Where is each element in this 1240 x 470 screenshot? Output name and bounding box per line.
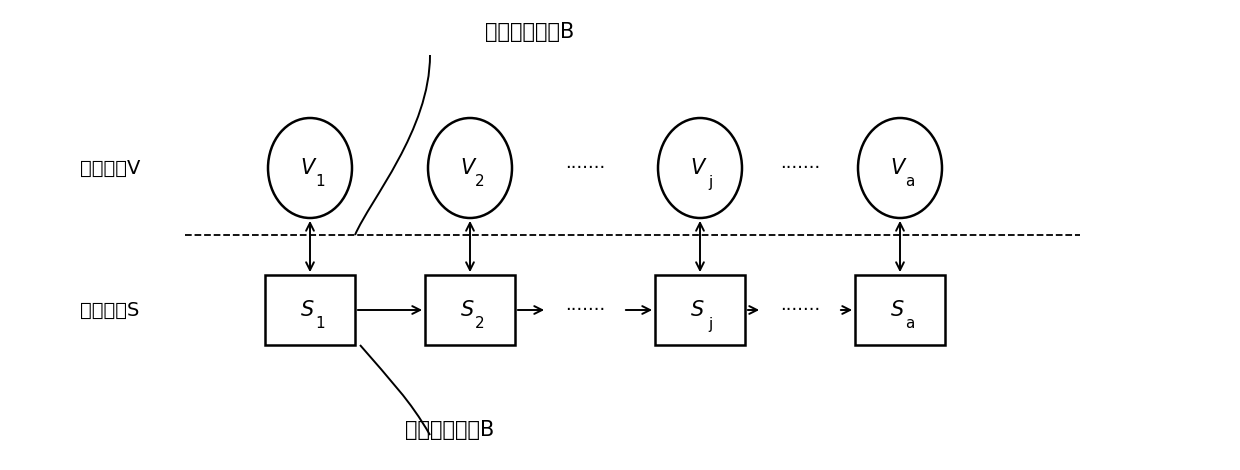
Text: V: V	[460, 158, 474, 178]
Text: j: j	[708, 316, 712, 331]
Text: 观测空间V: 观测空间V	[79, 158, 140, 178]
Text: 1: 1	[315, 174, 325, 189]
Text: 状态空间S: 状态空间S	[81, 300, 140, 320]
Text: a: a	[905, 316, 915, 331]
Text: V: V	[890, 158, 904, 178]
Text: j: j	[708, 174, 712, 189]
Text: S: S	[691, 300, 703, 320]
Text: ·······: ·······	[780, 159, 820, 177]
Text: ·······: ·······	[565, 159, 605, 177]
Bar	[655, 275, 745, 345]
Text: 观察概率矩阵B: 观察概率矩阵B	[485, 22, 574, 42]
Text: V: V	[689, 158, 704, 178]
Bar	[265, 275, 355, 345]
Bar	[425, 275, 515, 345]
Text: V: V	[300, 158, 314, 178]
Text: 转移概率矩阵B: 转移概率矩阵B	[405, 420, 495, 440]
Text: 2: 2	[475, 174, 485, 189]
Text: ·······: ·······	[780, 301, 820, 319]
Text: 1: 1	[315, 316, 325, 331]
Text: 2: 2	[475, 316, 485, 331]
Bar	[856, 275, 945, 345]
Text: a: a	[905, 174, 915, 189]
Text: S: S	[460, 300, 474, 320]
Text: S: S	[890, 300, 904, 320]
Text: ·······: ·······	[565, 301, 605, 319]
Text: S: S	[300, 300, 314, 320]
